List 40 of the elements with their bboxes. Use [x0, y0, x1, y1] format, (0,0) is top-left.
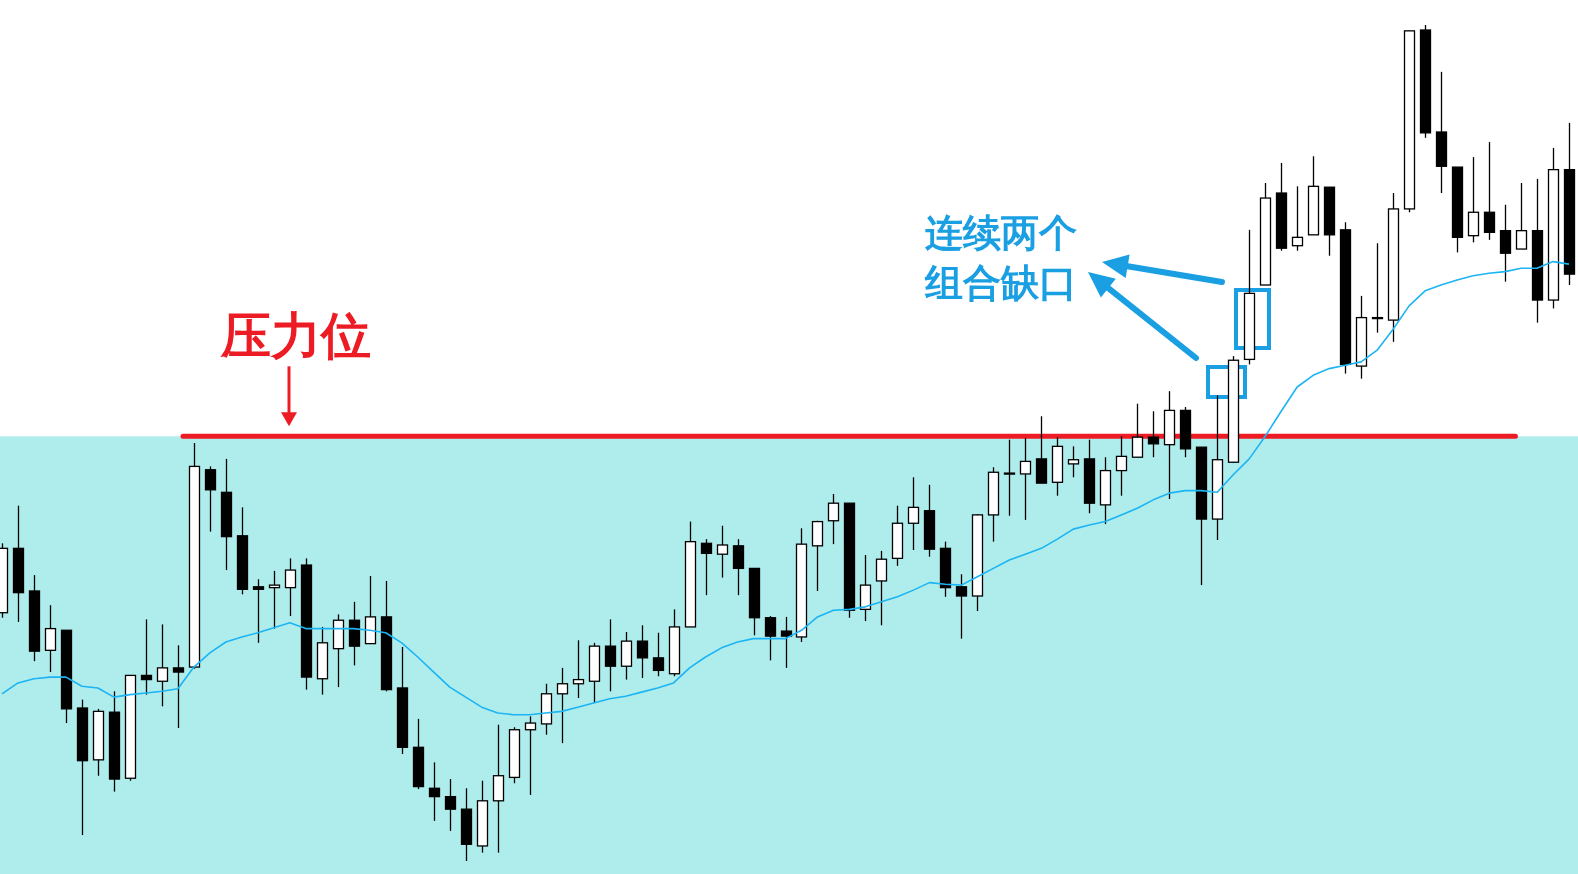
candlestick — [1483, 141, 1496, 241]
candlestick — [1291, 185, 1304, 252]
candlestick — [700, 538, 713, 596]
annotation: 组合缺口 — [924, 261, 1077, 305]
candlestick — [252, 578, 265, 644]
candlestick — [780, 616, 793, 669]
candlestick — [764, 615, 777, 662]
candlestick — [1131, 403, 1144, 458]
candlestick — [524, 715, 537, 796]
candlestick — [875, 550, 888, 626]
candlestick — [636, 624, 649, 679]
candlestick — [156, 623, 169, 707]
candlestick — [716, 525, 729, 579]
candlestick — [1371, 242, 1384, 334]
candlestick — [556, 667, 569, 744]
candlestick — [428, 761, 441, 822]
candlestick — [1019, 437, 1032, 521]
candlestick — [268, 570, 281, 630]
candlestick — [140, 618, 153, 696]
candlestick — [1115, 435, 1128, 497]
candlestick — [44, 604, 57, 673]
candlestick — [284, 557, 297, 617]
candlestick — [907, 476, 920, 551]
candlestick — [955, 573, 968, 640]
candlestick — [1499, 204, 1512, 283]
annotation: 连续两个 — [925, 211, 1077, 255]
candlestick — [444, 778, 457, 832]
candlestick — [1147, 410, 1160, 458]
candlestick — [1067, 445, 1080, 478]
candlestick — [204, 465, 217, 533]
candlestick — [732, 538, 745, 596]
candlestick — [172, 644, 185, 729]
candlestick — [572, 639, 585, 699]
candlestick — [1515, 182, 1528, 250]
candlestick — [827, 493, 840, 545]
candlestick — [652, 632, 665, 677]
ref-line-label: 压力位 — [220, 307, 371, 366]
candlestick — [1467, 156, 1480, 244]
candlestick — [604, 618, 617, 692]
candlestick — [1003, 439, 1016, 517]
